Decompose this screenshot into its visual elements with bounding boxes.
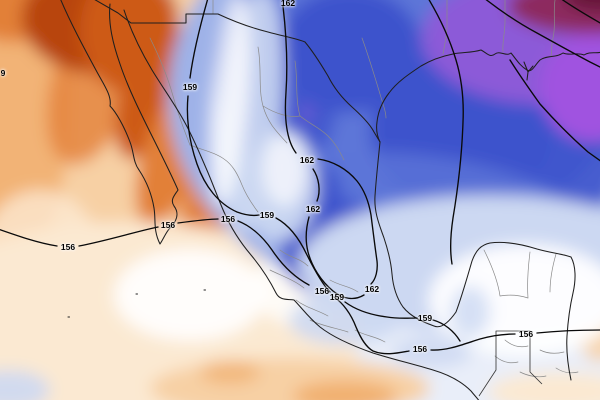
height-contours <box>0 0 600 355</box>
country-borders <box>478 330 543 397</box>
state-borders <box>149 0 579 378</box>
coastlines <box>60 0 600 400</box>
